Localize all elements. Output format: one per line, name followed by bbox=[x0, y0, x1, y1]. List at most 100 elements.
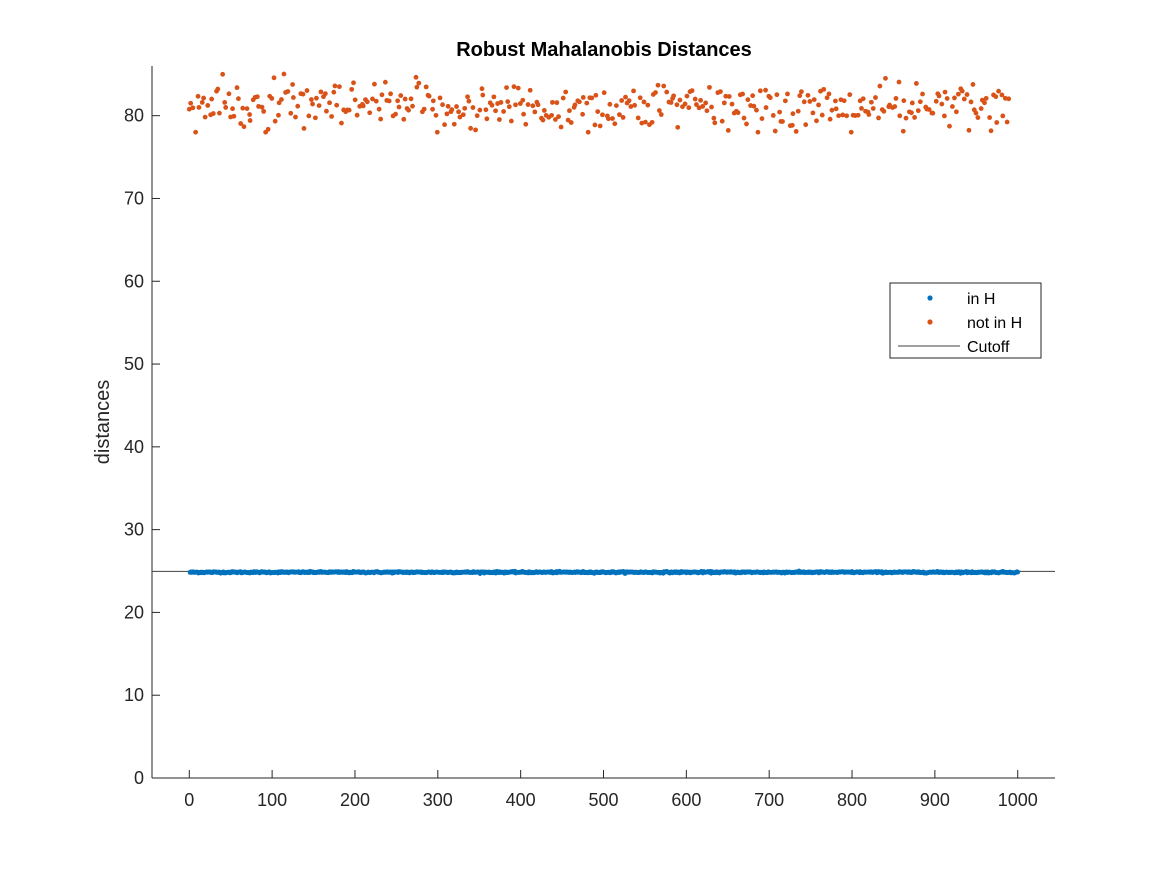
data-point bbox=[556, 114, 561, 120]
data-point bbox=[684, 93, 690, 99]
data-point bbox=[508, 118, 514, 124]
data-point bbox=[692, 96, 698, 102]
data-point bbox=[540, 117, 546, 123]
data-point bbox=[316, 103, 322, 109]
data-point bbox=[903, 115, 909, 121]
data-point bbox=[873, 95, 878, 100]
data-point bbox=[827, 116, 833, 122]
data-point bbox=[421, 106, 427, 112]
data-point bbox=[532, 109, 538, 115]
data-point bbox=[772, 128, 778, 134]
data-point bbox=[953, 109, 959, 115]
data-point bbox=[970, 82, 976, 87]
data-point bbox=[269, 96, 275, 101]
data-point bbox=[628, 104, 634, 109]
data-point bbox=[468, 125, 474, 131]
data-point bbox=[789, 122, 795, 128]
data-point bbox=[550, 99, 555, 105]
data-point bbox=[517, 101, 523, 106]
data-point bbox=[790, 111, 796, 117]
data-point bbox=[592, 122, 598, 128]
data-point bbox=[703, 100, 709, 106]
data-point bbox=[576, 99, 582, 105]
data-point bbox=[240, 105, 246, 111]
data-point bbox=[896, 79, 902, 85]
data-point bbox=[612, 121, 618, 127]
data-point bbox=[689, 88, 695, 94]
data-point bbox=[414, 84, 420, 90]
data-point bbox=[505, 99, 511, 105]
data-point bbox=[193, 129, 199, 135]
data-point bbox=[354, 112, 360, 118]
data-point bbox=[595, 109, 601, 114]
data-point bbox=[966, 127, 972, 133]
data-point bbox=[744, 121, 749, 127]
data-point bbox=[444, 111, 450, 117]
data-point bbox=[909, 100, 915, 106]
data-point bbox=[920, 91, 925, 97]
legend: in H not in H Cutoff bbox=[889, 282, 1042, 359]
data-point bbox=[457, 114, 463, 120]
data-point bbox=[238, 121, 244, 126]
data-point bbox=[811, 97, 817, 102]
data-point bbox=[661, 83, 667, 89]
data-point bbox=[675, 124, 681, 130]
data-point bbox=[767, 95, 773, 101]
data-point bbox=[449, 107, 455, 113]
data-point bbox=[626, 98, 632, 104]
data-point bbox=[844, 113, 850, 119]
data-point bbox=[402, 96, 408, 102]
y-tick-label: 10 bbox=[124, 685, 144, 705]
data-point bbox=[700, 103, 706, 109]
data-point bbox=[961, 96, 967, 102]
data-point bbox=[999, 92, 1005, 98]
data-point bbox=[386, 98, 392, 104]
data-point bbox=[515, 85, 521, 91]
data-point bbox=[833, 106, 839, 112]
data-point bbox=[549, 112, 555, 118]
data-point bbox=[393, 111, 398, 117]
data-point bbox=[370, 96, 375, 102]
data-point bbox=[620, 115, 626, 120]
data-point bbox=[619, 98, 625, 103]
data-point bbox=[196, 105, 202, 110]
data-point bbox=[893, 96, 899, 101]
data-point bbox=[803, 122, 809, 128]
data-point bbox=[290, 82, 295, 87]
data-point bbox=[694, 102, 699, 107]
data-point bbox=[352, 97, 358, 103]
data-point bbox=[351, 80, 356, 86]
data-point bbox=[190, 105, 196, 111]
data-point bbox=[480, 92, 486, 98]
data-point bbox=[379, 92, 385, 98]
data-point bbox=[942, 89, 948, 95]
data-point bbox=[973, 110, 979, 116]
data-point bbox=[261, 108, 267, 114]
data-point bbox=[293, 114, 298, 120]
data-point bbox=[247, 112, 253, 117]
data-point bbox=[288, 110, 294, 116]
data-point bbox=[497, 117, 502, 122]
data-point bbox=[988, 128, 994, 134]
x-tick-label: 900 bbox=[920, 790, 950, 810]
data-point bbox=[763, 105, 769, 110]
data-point bbox=[909, 110, 914, 116]
data-point bbox=[332, 83, 338, 89]
data-point bbox=[606, 116, 611, 122]
data-point bbox=[210, 111, 216, 116]
data-point bbox=[983, 95, 989, 101]
data-point bbox=[631, 88, 636, 94]
axes: 0 100 200 300 400 500 600 700 800 900 1000 0 10 20 30 4… bbox=[124, 66, 1055, 810]
data-point bbox=[318, 89, 324, 95]
data-point bbox=[337, 84, 342, 90]
data-point bbox=[367, 110, 373, 116]
data-point bbox=[322, 91, 328, 97]
data-point bbox=[799, 89, 804, 95]
data-point bbox=[279, 97, 284, 102]
data-point bbox=[230, 106, 235, 112]
data-point bbox=[484, 116, 490, 122]
data-point bbox=[723, 93, 729, 99]
data-point bbox=[821, 86, 827, 92]
data-point bbox=[474, 113, 480, 119]
